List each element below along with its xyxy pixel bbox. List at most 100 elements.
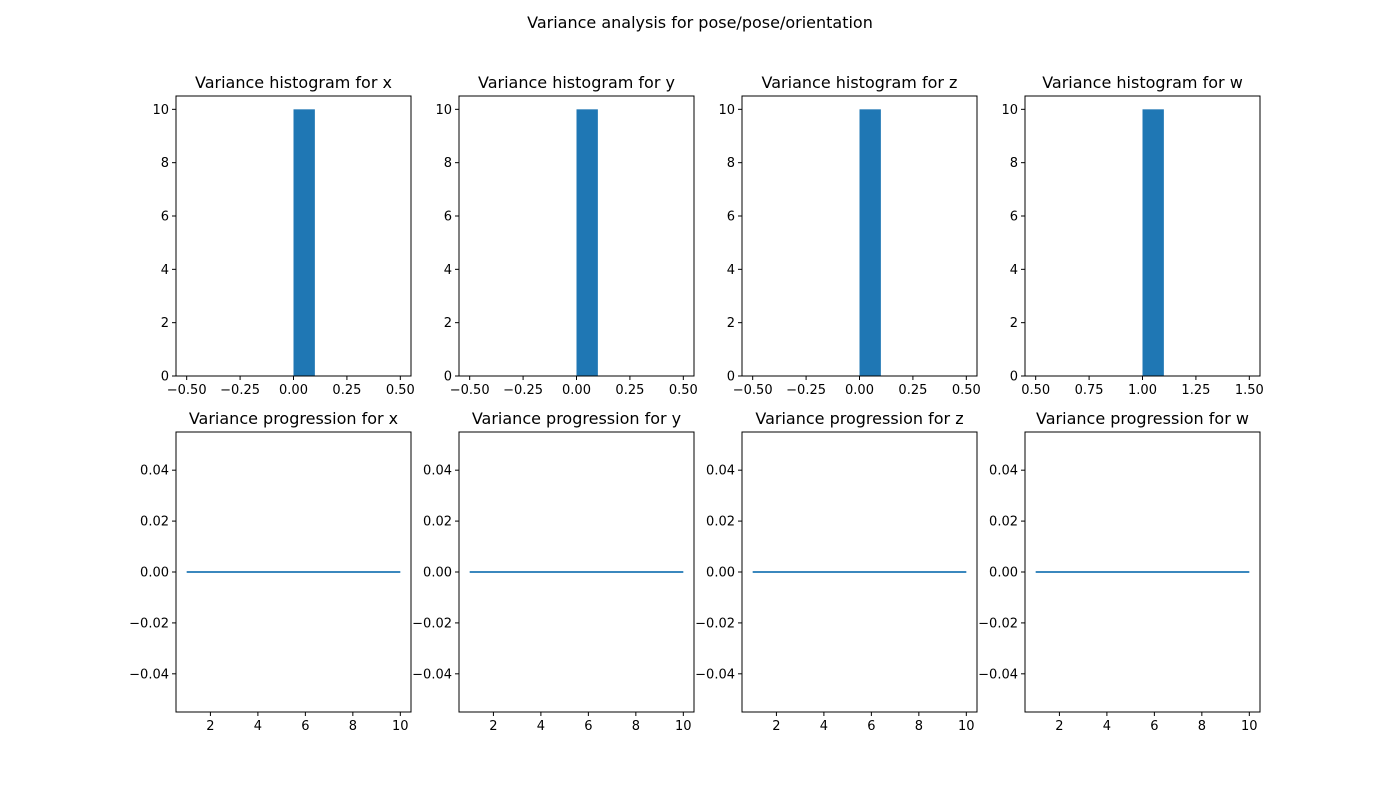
y-tick-label: 8 (444, 156, 452, 171)
y-tick-label: 10 (1001, 103, 1018, 118)
y-tick-label: −0.04 (978, 667, 1018, 682)
y-tick-label: 0.02 (706, 515, 735, 530)
subplot-8: Variance progression for w 2 4 6 8 10 −0.04 −0.… (978, 409, 1261, 734)
subplot-4: Variance histogram for w 0.50 0.75 1.00 1.25… (1001, 73, 1263, 398)
x-tick-label: 1.50 (1235, 383, 1264, 398)
y-tick-label: 4 (727, 263, 735, 278)
x-tick-label: −0.50 (450, 383, 490, 398)
x-tick-label: 0.50 (952, 383, 981, 398)
x-tick-label: −0.25 (220, 383, 260, 398)
x-tick-label: 0.50 (669, 383, 698, 398)
y-tick-label: 0 (161, 370, 169, 385)
x-tick-label: −0.25 (786, 383, 826, 398)
x-tick-label: 4 (1103, 719, 1111, 734)
x-tick-label: 6 (301, 719, 309, 734)
x-tick-label: 10 (958, 719, 975, 734)
x-tick-label: 1.00 (1128, 383, 1157, 398)
subplot-title: Variance histogram for y (478, 73, 675, 92)
subplot-5: Variance progression for x 2 4 6 8 10 −0.04 −0.… (129, 409, 412, 734)
y-tick-label: 0 (1010, 370, 1018, 385)
y-tick-label: 0 (727, 370, 735, 385)
histogram-bar (859, 109, 881, 376)
x-tick-label: 8 (349, 719, 357, 734)
y-tick-label: −0.02 (412, 616, 452, 631)
x-tick-label: 2 (772, 719, 780, 734)
x-tick-label: 4 (820, 719, 828, 734)
x-tick-label: 0.00 (562, 383, 591, 398)
y-tick-label: 6 (161, 210, 169, 225)
y-tick-label: 4 (161, 263, 169, 278)
y-tick-label: 0 (444, 370, 452, 385)
x-tick-label: 6 (867, 719, 875, 734)
x-tick-label: 0.25 (898, 383, 927, 398)
subplot-3: Variance histogram for z −0.50 −0.25 0.00 0.… (718, 73, 980, 398)
x-tick-label: 6 (584, 719, 592, 734)
x-tick-label: 0.25 (615, 383, 644, 398)
y-tick-label: −0.04 (129, 667, 169, 682)
y-tick-label: 2 (161, 316, 169, 331)
y-tick-label: 0.04 (706, 464, 735, 479)
y-tick-label: 0.04 (140, 464, 169, 479)
x-tick-label: 0.50 (386, 383, 415, 398)
y-tick-label: −0.04 (412, 667, 452, 682)
y-tick-label: 2 (727, 316, 735, 331)
y-tick-label: 0.00 (706, 566, 735, 581)
x-tick-label: 0.00 (279, 383, 308, 398)
y-tick-label: 2 (444, 316, 452, 331)
y-tick-label: 8 (161, 156, 169, 171)
x-tick-label: 8 (915, 719, 923, 734)
histogram-bar (293, 109, 315, 376)
y-tick-label: 6 (444, 210, 452, 225)
subplot-6: Variance progression for y 2 4 6 8 10 −0.04 −0.… (412, 409, 695, 734)
y-tick-label: 8 (727, 156, 735, 171)
subplot-title: Variance progression for z (755, 409, 963, 428)
subplot-title: Variance histogram for z (762, 73, 958, 92)
y-tick-label: −0.02 (129, 616, 169, 631)
y-tick-label: 0.00 (140, 566, 169, 581)
figure-title: Variance analysis for pose/pose/orientat… (527, 13, 873, 32)
y-tick-label: −0.02 (695, 616, 735, 631)
y-tick-label: −0.02 (978, 616, 1018, 631)
histogram-bar (576, 109, 598, 376)
y-tick-label: 10 (435, 103, 452, 118)
y-tick-label: 4 (444, 263, 452, 278)
x-tick-label: 6 (1150, 719, 1158, 734)
y-tick-label: −0.04 (695, 667, 735, 682)
x-tick-label: 8 (1198, 719, 1206, 734)
x-tick-label: 0.25 (332, 383, 361, 398)
y-tick-label: 0.02 (140, 515, 169, 530)
y-tick-label: 0.04 (423, 464, 452, 479)
y-tick-label: 0.02 (423, 515, 452, 530)
y-tick-label: 0.00 (423, 566, 452, 581)
x-tick-label: 2 (1055, 719, 1063, 734)
y-tick-label: 4 (1010, 263, 1018, 278)
x-tick-label: −0.50 (167, 383, 207, 398)
x-tick-label: 2 (489, 719, 497, 734)
x-tick-label: 4 (254, 719, 262, 734)
x-tick-label: 0.75 (1075, 383, 1104, 398)
subplot-title: Variance progression for w (1036, 409, 1249, 428)
x-tick-label: 2 (206, 719, 214, 734)
subplot-title: Variance histogram for x (195, 73, 392, 92)
subplot-2: Variance histogram for y −0.50 −0.25 0.00 0.… (435, 73, 697, 398)
x-tick-label: 10 (392, 719, 409, 734)
subplot-title: Variance progression for x (189, 409, 398, 428)
x-tick-label: 10 (1241, 719, 1258, 734)
y-tick-label: 8 (1010, 156, 1018, 171)
x-tick-label: 10 (675, 719, 692, 734)
x-tick-label: 4 (537, 719, 545, 734)
y-tick-label: 0.00 (989, 566, 1018, 581)
subplot-title: Variance progression for y (472, 409, 681, 428)
subplot-1: Variance histogram for x −0.50 −0.25 0.00 0.… (152, 73, 414, 398)
y-tick-label: 2 (1010, 316, 1018, 331)
subplot-title: Variance histogram for w (1042, 73, 1243, 92)
y-tick-label: 10 (718, 103, 735, 118)
x-tick-label: −0.25 (503, 383, 543, 398)
x-tick-label: 0.00 (845, 383, 874, 398)
x-tick-label: 0.50 (1021, 383, 1050, 398)
y-tick-label: 6 (1010, 210, 1018, 225)
y-tick-label: 0.04 (989, 464, 1018, 479)
x-tick-label: 1.25 (1181, 383, 1210, 398)
